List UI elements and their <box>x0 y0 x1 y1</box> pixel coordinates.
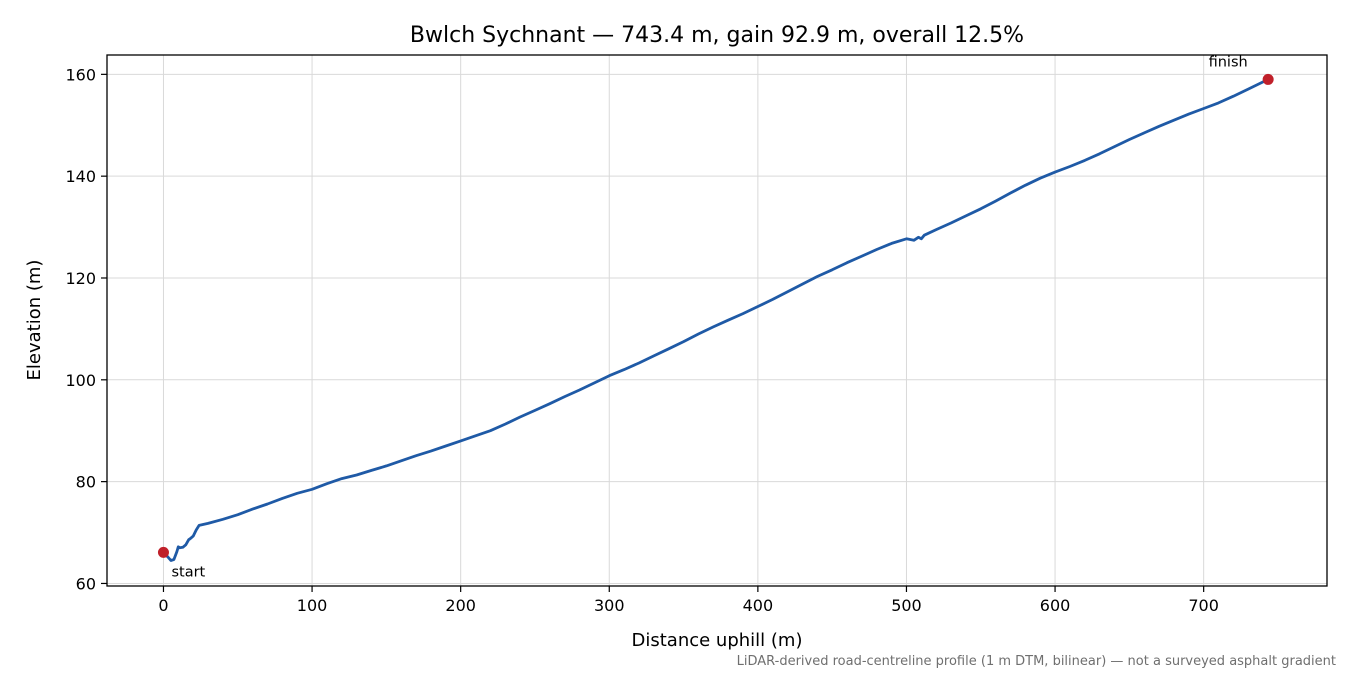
y-tick-label: 140 <box>65 167 96 186</box>
start-marker <box>157 546 169 558</box>
y-axis: 60 80 100 120 140 160 <box>65 65 107 593</box>
axes-frame <box>106 54 1328 587</box>
plot-area <box>157 73 1274 562</box>
y-tick-label: 80 <box>76 473 96 492</box>
finish-marker <box>1262 73 1274 85</box>
x-tick-label: 300 <box>594 596 625 615</box>
y-tick-label: 60 <box>76 574 96 593</box>
grid-lines <box>107 55 1327 586</box>
y-tick-label: 120 <box>65 269 96 288</box>
x-tick-label: 0 <box>158 596 168 615</box>
finish-annotation: finish <box>1209 54 1248 70</box>
x-tick-label: 200 <box>445 596 476 615</box>
chart-title: Bwlch Sychnant — 743.4 m, gain 92.9 m, o… <box>410 23 1024 48</box>
start-annotation: start <box>171 564 205 580</box>
x-tick-label: 600 <box>1040 596 1071 615</box>
x-tick-label: 400 <box>743 596 774 615</box>
x-tick-label: 500 <box>891 596 922 615</box>
x-axis-label: Distance uphill (m) <box>632 630 803 651</box>
footnote: LiDAR-derived road-centreline profile (1… <box>737 654 1336 669</box>
y-tick-label: 100 <box>65 371 96 390</box>
x-tick-label: 100 <box>297 596 328 615</box>
y-tick-label: 160 <box>65 65 96 84</box>
x-tick-label: 700 <box>1188 596 1219 615</box>
x-axis: 0 100 200 300 400 500 600 700 <box>158 586 1219 615</box>
elevation-line <box>162 78 1270 562</box>
y-axis-label: Elevation (m) <box>24 260 45 381</box>
